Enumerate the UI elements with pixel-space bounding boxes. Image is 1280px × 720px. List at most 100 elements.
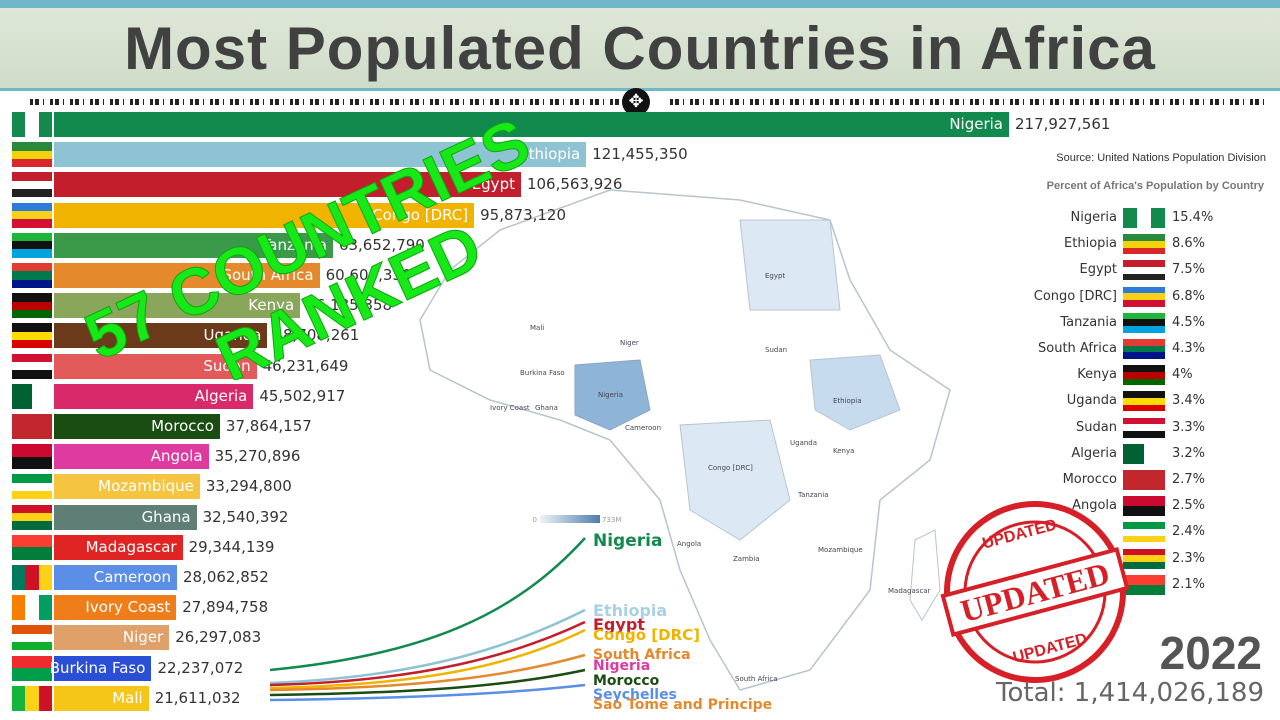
percent-country-name: Nigeria (1070, 210, 1117, 225)
country-flag-icon (12, 474, 52, 500)
bar-label: Madagascar (85, 537, 177, 556)
bar-row: Egypt 106,563,926 (0, 171, 1280, 198)
flag-stripe (12, 595, 26, 621)
map-label: Niger (620, 339, 639, 347)
country-flag-icon (12, 142, 52, 168)
country-flag-icon (1123, 417, 1165, 438)
country-flag-icon (12, 414, 52, 439)
percent-country-name: Kenya (1077, 367, 1117, 383)
country-flag-icon (1123, 522, 1165, 543)
country-flag-icon (12, 655, 52, 681)
flag-stripe (12, 158, 52, 168)
percent-country-name: Morocco (1062, 472, 1117, 487)
country-flag-icon (1123, 574, 1165, 595)
series-line-south-africa (269, 653, 586, 692)
percent-country-name: Angola (1072, 498, 1117, 514)
flag-stripe (12, 172, 52, 181)
bar-value: 45,502,917 (259, 386, 346, 405)
flag-stripe (1123, 535, 1165, 543)
flag-stripe (1123, 506, 1165, 517)
percent-row: Morocco 2.7% (980, 468, 1260, 492)
map-label: Cameroon (625, 424, 661, 432)
bar: Nigeria (54, 112, 1009, 137)
country-flag-icon (1123, 496, 1165, 517)
page-title: Most Populated Countries in Africa (124, 15, 1156, 82)
flag-stripe (1137, 208, 1151, 228)
flag-stripe (1123, 443, 1144, 464)
flag-stripe (1123, 208, 1137, 228)
flag-stripe (12, 383, 32, 409)
bar-label: South Africa (222, 266, 314, 284)
bar-value: 56,185,358 (306, 296, 393, 315)
flag-stripe (12, 279, 52, 288)
percent-row: 2.1% (980, 573, 1260, 597)
percent-value: 8.6% (1172, 236, 1206, 252)
bar: Ethiopia (54, 142, 587, 168)
map-label: Kenya (833, 447, 854, 455)
map-label: Angola (677, 540, 701, 548)
flag-stripe (12, 534, 52, 548)
country-flag-icon (12, 685, 52, 711)
bar: Mali (54, 685, 149, 711)
bar-row: Burkina Faso 22,237,072 (0, 655, 1280, 682)
bar-label: Ethiopia (519, 145, 581, 164)
country-flag-icon (12, 112, 52, 137)
flag-stripe (12, 340, 52, 349)
flag-stripe (12, 685, 26, 711)
flag-stripe (12, 331, 52, 341)
stamp-middle-text: UPDATED (957, 555, 1113, 629)
flag-stripe (1123, 470, 1165, 480)
flag-stripe (1123, 424, 1165, 431)
flag-stripe (12, 504, 52, 513)
audio-waveform-left (30, 99, 620, 105)
move-arrows-icon[interactable]: ✥ (622, 88, 650, 116)
bar-label: Tanzania (261, 235, 327, 254)
timeline-scrubber[interactable]: ✥ (10, 88, 1270, 116)
flag-stripe (1151, 208, 1165, 228)
percent-value: 7.5% (1172, 262, 1206, 278)
total-population: Total: 1,414,026,189 (996, 678, 1264, 708)
flag-stripe (1123, 391, 1165, 399)
percent-value: 4.5% (1172, 314, 1206, 330)
percent-country-name: Ethiopia (1064, 236, 1117, 252)
flag-stripe (12, 210, 52, 220)
bar-label: Mozambique (98, 477, 194, 496)
flag-stripe (1123, 326, 1165, 333)
line-label: Seychelles (593, 687, 677, 703)
bar-value: 95,873,120 (480, 205, 567, 224)
flag-stripe (1123, 529, 1165, 536)
series-line-others (269, 683, 586, 702)
color-scale-min: 0 (533, 516, 537, 524)
bar-row: Sudan 46,231,649 (0, 353, 1280, 380)
percent-row: Sudan 3.3% (980, 416, 1260, 440)
flag-stripe (1123, 299, 1165, 307)
country-flag-icon (12, 172, 52, 198)
flag-stripe (12, 293, 52, 302)
series-line-egypt (269, 620, 586, 687)
bar-value: 106,563,926 (526, 175, 623, 194)
bar-label: Burkina Faso (49, 658, 146, 677)
line-label: Egypt (593, 615, 645, 634)
country-flag-icon (1123, 548, 1165, 569)
flag-stripe (1123, 352, 1165, 359)
country-flag-icon (12, 202, 52, 228)
flag-stripe (1144, 443, 1165, 464)
percent-legend-title: Percent of Africa's Population by Countr… (1046, 180, 1264, 192)
bar: Egypt (54, 172, 521, 198)
percent-value: 2.3% (1172, 550, 1206, 566)
bar: Kenya (54, 293, 301, 319)
flag-stripe (1123, 234, 1165, 241)
bar-value: 37,864,157 (225, 417, 312, 435)
percent-row: Egypt 7.5% (980, 258, 1260, 282)
color-scale-bar (540, 515, 600, 523)
bar-row: Cameroon 28,062,852 (0, 564, 1280, 591)
map-label: Congo [DRC] (708, 464, 753, 472)
color-scale-max: 733M (602, 516, 621, 524)
bar-row: Kenya 56,185,358 (0, 292, 1280, 319)
country-flag-icon (12, 263, 52, 288)
flag-stripe (38, 565, 52, 590)
flag-stripe (1123, 267, 1165, 274)
percent-value: 2.7% (1172, 472, 1206, 487)
bar-row: Uganda 48,708,261 (0, 322, 1280, 349)
percent-row: Nigeria 15.4% (980, 206, 1260, 230)
